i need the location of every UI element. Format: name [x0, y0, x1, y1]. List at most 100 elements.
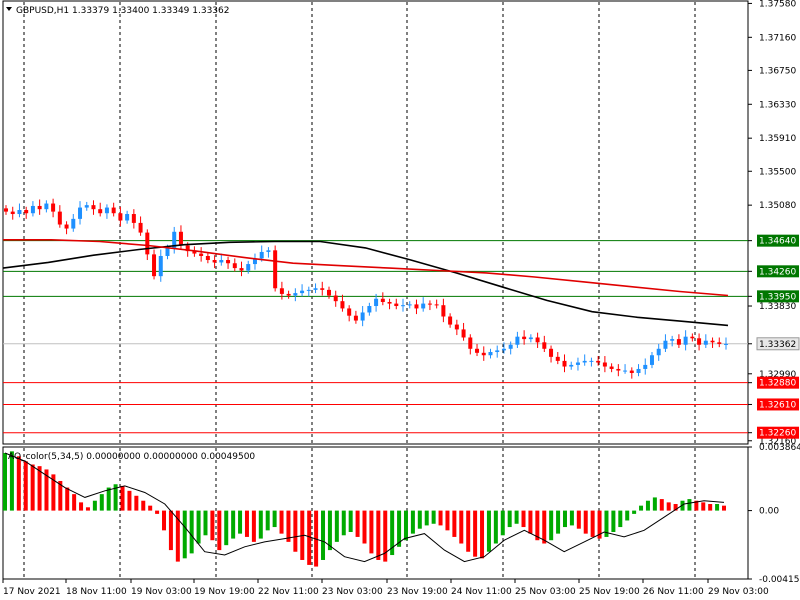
ao-bar	[355, 510, 360, 537]
ao-bar	[652, 497, 657, 511]
x-tick-label: 25 Nov 19:00	[579, 587, 640, 597]
candle-body	[293, 293, 298, 296]
price-panel-frame	[2, 0, 749, 445]
candle-body	[569, 364, 574, 367]
candle-body	[515, 336, 520, 345]
candle-body	[199, 253, 204, 256]
ao-bar	[424, 510, 429, 526]
candle-body	[360, 312, 365, 321]
ao-bar	[327, 510, 332, 551]
candle-body	[64, 224, 69, 229]
candle-body	[481, 352, 486, 356]
candle-body	[461, 329, 466, 338]
ao-bar	[58, 480, 63, 511]
ao-bar	[272, 510, 277, 528]
candle-body	[279, 288, 284, 294]
candle-body	[300, 290, 305, 294]
ao-bar	[397, 510, 402, 547]
candle-body	[589, 360, 594, 362]
ao-bar	[611, 510, 616, 532]
level-tag	[757, 398, 799, 411]
y-tick-label: 1.33830	[759, 302, 796, 312]
ao-bar	[390, 510, 395, 556]
ao-bar	[549, 510, 554, 541]
ao-bar	[162, 510, 167, 531]
candle-body	[495, 350, 500, 353]
ao-bar	[341, 510, 346, 536]
level-tag-label: 1.32880	[759, 379, 796, 389]
ao-bar	[493, 510, 498, 544]
ao-bar	[604, 510, 609, 537]
ao-bar	[507, 510, 512, 528]
ao-bar	[3, 452, 7, 511]
candle-body	[131, 214, 136, 223]
ao-bar	[217, 510, 222, 551]
ao-bar	[645, 500, 650, 511]
ao-bar	[597, 510, 602, 539]
ao-bar	[99, 494, 104, 511]
candle-body	[596, 360, 601, 363]
ao-bar	[231, 510, 236, 539]
candle-body	[380, 298, 385, 302]
ao-bar	[625, 510, 630, 521]
y-tick-label: 1.36330	[759, 100, 796, 110]
ao-bar	[639, 505, 644, 511]
candle-body	[10, 211, 15, 215]
ao-bar	[286, 510, 291, 542]
candle-body	[508, 344, 513, 349]
candle-body	[111, 207, 116, 214]
ao-bar	[673, 504, 678, 511]
ao-bar	[722, 505, 726, 511]
x-tick-label: 24 Nov 11:00	[451, 587, 512, 597]
candle-body	[427, 303, 432, 305]
ao-bar	[72, 494, 77, 511]
x-tick-label: 19 Nov 19:00	[194, 587, 255, 597]
ao-bar	[141, 500, 146, 511]
candle-body	[212, 260, 217, 263]
candle-body	[697, 338, 702, 345]
ao-bar	[535, 510, 540, 541]
ao-bar	[590, 510, 595, 537]
level-tag-label: 1.32260	[759, 429, 796, 439]
candle-body	[30, 205, 35, 214]
candle-body	[286, 293, 291, 296]
candle-body	[313, 288, 318, 290]
candle-body	[717, 342, 722, 344]
candle-body	[340, 301, 345, 309]
ao-bar	[362, 510, 367, 544]
ao-bar	[417, 510, 422, 529]
candle-body	[44, 203, 49, 210]
ao-bar	[348, 510, 353, 532]
ao-tick-label: 0.00	[759, 507, 779, 517]
ao-bar	[445, 510, 450, 531]
collapse-arrow-icon[interactable]	[6, 7, 12, 11]
candle-body	[98, 209, 103, 214]
x-tick-label: 25 Nov 03:00	[515, 587, 576, 597]
ao-bar	[562, 510, 567, 528]
ao-bar	[659, 499, 664, 511]
ao-bar	[37, 466, 42, 511]
candle-body	[71, 218, 76, 229]
ao-bar	[486, 510, 491, 552]
candle-body	[165, 247, 170, 256]
ao-bar	[369, 510, 374, 554]
candle-body	[649, 355, 654, 365]
ao-bar	[127, 490, 132, 511]
y-tick-label: 1.35500	[759, 167, 796, 177]
ao-bar	[583, 510, 588, 534]
level-tag	[757, 426, 799, 439]
ao-bar	[452, 510, 457, 537]
candle-body	[205, 255, 210, 261]
ao-bar	[556, 510, 561, 534]
moving-average-lines	[2, 239, 729, 327]
x-tick-label: 17 Nov 2021	[3, 587, 61, 597]
candle-body	[145, 232, 150, 255]
current-price-label: 1.33362	[759, 340, 796, 350]
candle-body	[306, 289, 311, 291]
ao-bar	[85, 507, 90, 511]
y-tick-label: 1.35080	[759, 201, 796, 211]
ao-bar	[694, 500, 699, 511]
candle-body	[353, 315, 358, 321]
candle-body	[239, 268, 244, 271]
